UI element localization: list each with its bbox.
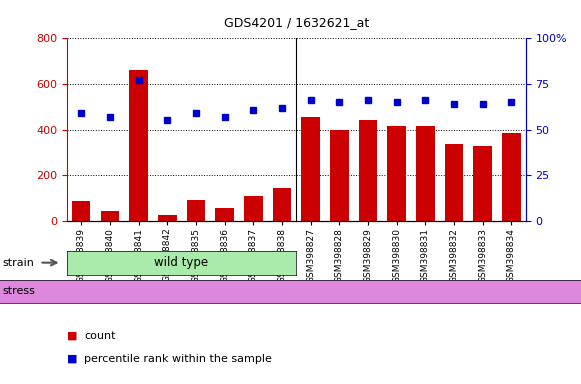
Bar xyxy=(129,70,148,221)
Bar xyxy=(358,121,377,221)
Bar xyxy=(272,188,291,221)
Text: ■: ■ xyxy=(67,354,77,364)
Text: strain: strain xyxy=(3,258,35,268)
Bar xyxy=(445,144,464,221)
Text: count: count xyxy=(84,331,116,341)
Bar xyxy=(388,126,406,221)
Text: percentile rank within the sample: percentile rank within the sample xyxy=(84,354,272,364)
Bar xyxy=(474,146,492,221)
Text: ■: ■ xyxy=(67,331,77,341)
Bar xyxy=(72,202,91,221)
Bar xyxy=(187,200,205,221)
Bar xyxy=(302,117,320,221)
Bar xyxy=(216,208,234,221)
Bar xyxy=(330,130,349,221)
Bar xyxy=(158,215,177,221)
Text: wild type: wild type xyxy=(155,256,209,269)
Bar xyxy=(502,133,521,221)
Bar xyxy=(416,126,435,221)
Text: GDS4201 / 1632621_at: GDS4201 / 1632621_at xyxy=(224,16,369,29)
Text: stress: stress xyxy=(3,286,36,296)
Bar xyxy=(244,196,263,221)
Bar xyxy=(101,210,119,221)
